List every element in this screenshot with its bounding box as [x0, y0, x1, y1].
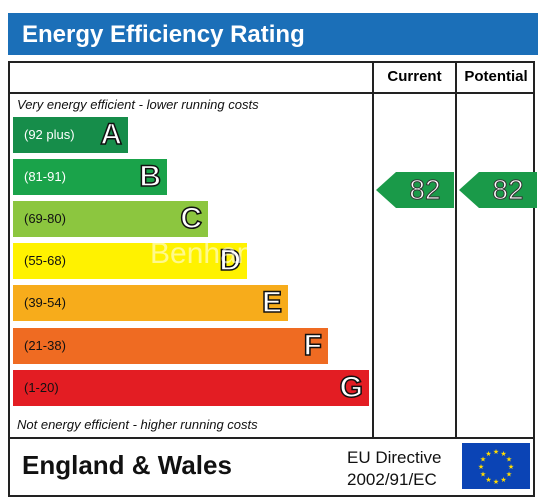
band-e: (39-54) E: [13, 285, 288, 321]
eu-star-icon: ★: [493, 448, 499, 456]
eu-star-icon: ★: [485, 450, 491, 458]
band-f: (21-38) F: [13, 328, 328, 364]
current-rating-value: 82: [409, 174, 441, 206]
watermark: Benham: [150, 237, 262, 270]
column-current-header: Current: [387, 68, 442, 85]
band-f-letter: F: [303, 328, 323, 363]
eu-star-icon: ★: [500, 450, 506, 458]
band-c-letter: C: [180, 201, 203, 236]
band-a: (92 plus) A: [13, 117, 128, 153]
eu-stars: ★ ★★★★★★★★★★★: [478, 448, 514, 486]
divider-potential: [455, 61, 457, 438]
column-potential-header: Potential: [464, 68, 528, 85]
footer-rule: [8, 437, 535, 439]
eu-star-icon: ★: [493, 478, 499, 486]
band-a-letter: A: [100, 117, 123, 152]
note-efficient: Very energy efficient - lower running co…: [17, 97, 259, 112]
eu-star-icon: ★: [506, 456, 512, 464]
eu-star-icon: ★: [480, 471, 486, 479]
note-inefficient: Not energy efficient - higher running co…: [17, 417, 258, 432]
band-b-range: (81-91): [24, 169, 66, 184]
eu-star-icon: ★: [485, 476, 491, 484]
rating-frame: [8, 61, 535, 497]
band-d-range: (55-68): [24, 253, 66, 268]
band-b-letter: B: [139, 159, 162, 194]
eu-star-icon: ★: [478, 463, 484, 471]
eu-star-icon: ★: [500, 476, 506, 484]
band-e-range: (39-54): [24, 295, 66, 310]
header-rule: [8, 92, 535, 94]
band-g: (1-20) G: [13, 370, 369, 406]
eu-star-icon: ★: [506, 471, 512, 479]
band-c-range: (69-80): [24, 211, 66, 226]
band-d-letter: D: [219, 243, 242, 278]
band-e-letter: E: [261, 285, 283, 320]
band-d: (55-68) D: [13, 243, 247, 279]
eu-flag-icon: ★ ★ ★ ★ ★ ★ ★ ★ ★ ★ ★ ★: [462, 443, 530, 489]
eu-star-icon: ★: [508, 463, 514, 471]
divider-current: [372, 61, 374, 438]
directive-line-2: 2002/91/EC: [347, 470, 437, 489]
title-bar: Energy Efficiency Rating: [8, 13, 538, 55]
band-g-letter: G: [339, 370, 364, 405]
directive-label: EU Directive 2002/91/EC: [347, 447, 441, 491]
eu-star-icon: ★: [480, 456, 486, 464]
chart-title: Energy Efficiency Rating: [22, 21, 305, 48]
band-g-range: (1-20): [24, 380, 59, 395]
region-label: England & Wales: [22, 450, 232, 480]
directive-line-1: EU Directive: [347, 448, 442, 467]
band-b: (81-91) B: [13, 159, 167, 195]
band-f-range: (21-38): [24, 338, 66, 353]
band-a-range: (92 plus): [24, 127, 75, 142]
potential-rating-value: 82: [492, 174, 524, 206]
band-c: (69-80) C: [13, 201, 208, 237]
